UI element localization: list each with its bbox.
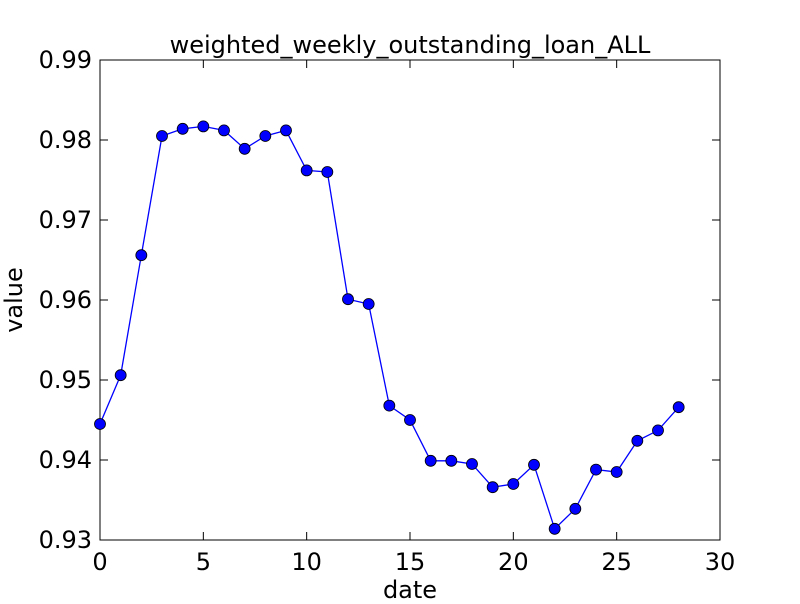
y-tick-label: 0.96 — [39, 286, 92, 314]
x-tick-label: 0 — [92, 548, 107, 576]
x-tick-label: 30 — [705, 548, 736, 576]
series-layer — [94, 120, 685, 535]
x-axis-label: date — [383, 576, 437, 600]
data-point — [114, 369, 127, 382]
data-point — [466, 458, 478, 470]
data-point — [486, 481, 499, 494]
data-point — [610, 466, 623, 478]
y-tick-label: 0.94 — [39, 446, 92, 474]
x-axis-ticks: 0 5 10 15 20 25 30 — [92, 60, 735, 576]
data-point — [321, 166, 334, 178]
chart-title: weighted_weekly_outstanding_loan_ALL — [170, 31, 651, 59]
data-point — [548, 522, 561, 535]
data-point — [156, 130, 168, 142]
x-tick-label: 25 — [601, 548, 632, 576]
data-point — [218, 124, 230, 137]
data-point — [176, 122, 189, 135]
y-tick-label: 0.98 — [39, 126, 92, 154]
data-point — [424, 454, 437, 467]
data-point — [383, 399, 396, 412]
x-tick-label: 15 — [395, 548, 426, 576]
data-point — [652, 424, 664, 437]
y-axis-label: value — [0, 267, 28, 333]
data-point — [404, 414, 416, 426]
data-point — [631, 434, 644, 447]
data-point — [238, 142, 251, 155]
data-point — [135, 249, 148, 262]
data-point — [569, 502, 582, 515]
data-point — [672, 401, 685, 414]
data-point — [342, 293, 354, 306]
data-point — [280, 124, 292, 137]
plot-area — [99, 59, 721, 541]
x-tick-label: 20 — [498, 548, 529, 576]
data-point — [507, 478, 520, 490]
x-tick-label: 5 — [196, 548, 211, 576]
data-point — [259, 130, 272, 142]
data-point — [362, 298, 375, 310]
data-point — [300, 164, 313, 177]
y-tick-label: 0.93 — [39, 526, 92, 554]
data-point — [528, 458, 540, 471]
data-point — [445, 454, 458, 467]
y-tick-label: 0.99 — [39, 46, 92, 74]
data-point — [590, 463, 602, 476]
y-axis-ticks: 0.93 0.94 0.95 0.96 0.97 0.98 0.99 — [39, 46, 720, 554]
y-tick-label: 0.97 — [39, 206, 92, 234]
y-tick-label: 0.95 — [39, 366, 92, 394]
data-point — [94, 418, 106, 430]
x-tick-label: 10 — [291, 548, 322, 576]
plot-frame — [99, 59, 721, 541]
data-point — [197, 120, 210, 133]
